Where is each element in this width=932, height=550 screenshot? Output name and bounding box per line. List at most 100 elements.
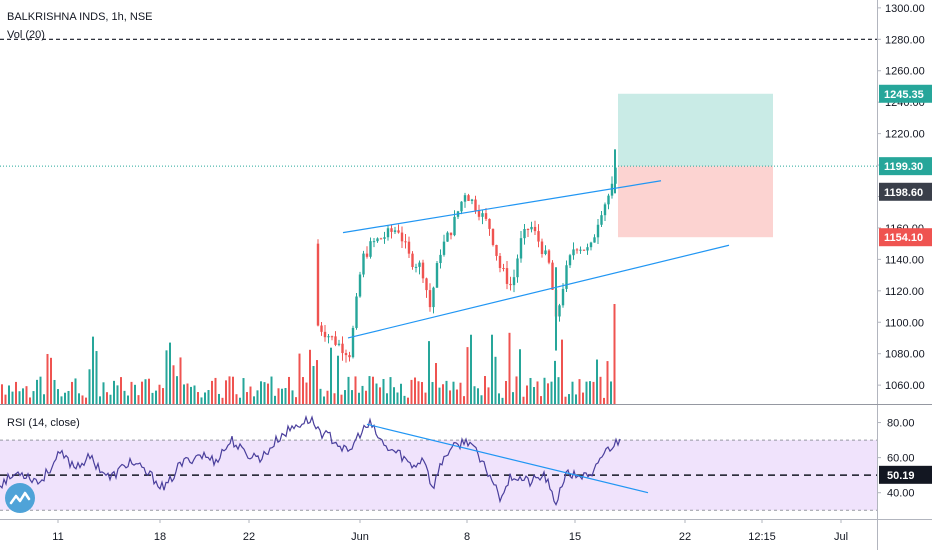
volume-bar[interactable] [403, 395, 406, 404]
volume-bar[interactable] [263, 382, 266, 404]
candle[interactable] [432, 287, 435, 308]
volume-bar[interactable] [323, 396, 325, 404]
volume-bar[interactable] [221, 397, 224, 404]
volume-bar[interactable] [547, 383, 549, 404]
candle[interactable] [579, 249, 582, 251]
candle[interactable] [593, 237, 596, 243]
candle[interactable] [386, 228, 390, 238]
volume-bar[interactable] [8, 385, 10, 404]
volume-bar[interactable] [291, 390, 294, 404]
volume-bar[interactable] [120, 377, 122, 404]
candle[interactable] [334, 336, 337, 345]
candle[interactable] [344, 353, 348, 356]
candle[interactable] [537, 231, 540, 242]
volume-bar[interactable] [106, 392, 108, 404]
candle[interactable] [491, 228, 495, 245]
candle[interactable] [596, 224, 600, 238]
volume-bar[interactable] [599, 376, 602, 404]
candle[interactable] [428, 290, 432, 308]
volume-bar[interactable] [130, 381, 133, 404]
volume-bar[interactable] [333, 393, 336, 404]
volume-bar[interactable] [235, 394, 238, 404]
volume-bar[interactable] [466, 347, 469, 404]
volume-bar[interactable] [302, 377, 304, 404]
volume-bar[interactable] [417, 381, 420, 404]
volume-bar[interactable] [344, 390, 346, 404]
candle[interactable] [330, 336, 334, 338]
volume-bar[interactable] [99, 396, 101, 404]
volume-bar[interactable] [256, 390, 259, 404]
volume-bar[interactable] [484, 376, 486, 404]
volume-bar[interactable] [127, 395, 129, 404]
volume-bar[interactable] [375, 383, 378, 404]
volume-bar[interactable] [162, 388, 164, 404]
candle[interactable] [449, 232, 453, 236]
volume-bar[interactable] [4, 394, 7, 404]
candle[interactable] [460, 201, 463, 212]
volume-bar[interactable] [81, 395, 84, 404]
candle[interactable] [512, 277, 516, 286]
volume-bar[interactable] [543, 377, 546, 404]
volume-bar[interactable] [242, 378, 245, 404]
volume-bar[interactable] [190, 386, 192, 404]
volume-bar[interactable] [78, 393, 80, 404]
volume-bar[interactable] [172, 365, 175, 404]
volume-bar[interactable] [319, 388, 322, 404]
volume-bar[interactable] [561, 339, 563, 404]
volume-bar[interactable] [589, 381, 591, 404]
price-badge[interactable] [879, 182, 932, 201]
candle[interactable] [365, 253, 369, 257]
lower-trendline[interactable] [347, 244, 730, 339]
rsi-trendline[interactable] [366, 423, 649, 494]
candle[interactable] [404, 241, 407, 243]
candle[interactable] [323, 331, 327, 338]
volume-bar[interactable] [435, 363, 437, 404]
volume-bar[interactable] [428, 341, 430, 404]
volume-bar[interactable] [431, 382, 434, 404]
volume-bar[interactable] [529, 377, 532, 404]
volume-bar[interactable] [571, 381, 574, 404]
candle[interactable] [320, 325, 323, 332]
candle[interactable] [418, 262, 421, 267]
volume-bar[interactable] [613, 304, 616, 404]
candle[interactable] [397, 230, 400, 233]
volume-bar[interactable] [540, 396, 542, 404]
volume-bar[interactable] [592, 381, 595, 404]
volume-bar[interactable] [603, 397, 605, 404]
candle[interactable] [372, 241, 376, 243]
volume-bar[interactable] [1, 384, 3, 404]
time-axis[interactable]: 11 18 22 Jun 8 15 22 12:15 Jul [52, 519, 848, 543]
candle[interactable] [369, 241, 372, 257]
volume-bar[interactable] [46, 353, 49, 404]
candle[interactable] [603, 204, 607, 216]
volume-bar[interactable] [449, 390, 451, 404]
volume-bar[interactable] [113, 380, 115, 404]
candle[interactable] [362, 253, 365, 275]
volume-bar[interactable] [232, 376, 234, 404]
volume-bar[interactable] [305, 382, 308, 404]
volume-bar[interactable] [211, 380, 213, 404]
volume-bar[interactable] [11, 391, 14, 404]
volume-bar[interactable] [67, 390, 70, 404]
candle[interactable] [523, 229, 526, 239]
volume-bar[interactable] [15, 381, 17, 404]
candle[interactable] [495, 244, 498, 256]
volume-bar[interactable] [151, 392, 154, 404]
candle[interactable] [558, 305, 561, 317]
volume-bar[interactable] [60, 396, 63, 404]
volume-bar[interactable] [442, 384, 444, 404]
candle[interactable] [575, 249, 579, 251]
volume-bar[interactable] [267, 383, 269, 404]
volume-bar[interactable] [22, 388, 24, 404]
volume-bar[interactable] [396, 392, 399, 404]
volume-bar[interactable] [36, 379, 38, 404]
candle[interactable] [502, 267, 505, 269]
candle[interactable] [327, 336, 330, 338]
candle[interactable] [610, 183, 614, 196]
candle[interactable] [414, 266, 418, 268]
candle[interactable] [358, 274, 362, 297]
volume-bar[interactable] [74, 378, 77, 404]
volume-bar[interactable] [498, 393, 500, 404]
volume-bar[interactable] [575, 394, 577, 404]
volume-bar[interactable] [29, 397, 31, 404]
